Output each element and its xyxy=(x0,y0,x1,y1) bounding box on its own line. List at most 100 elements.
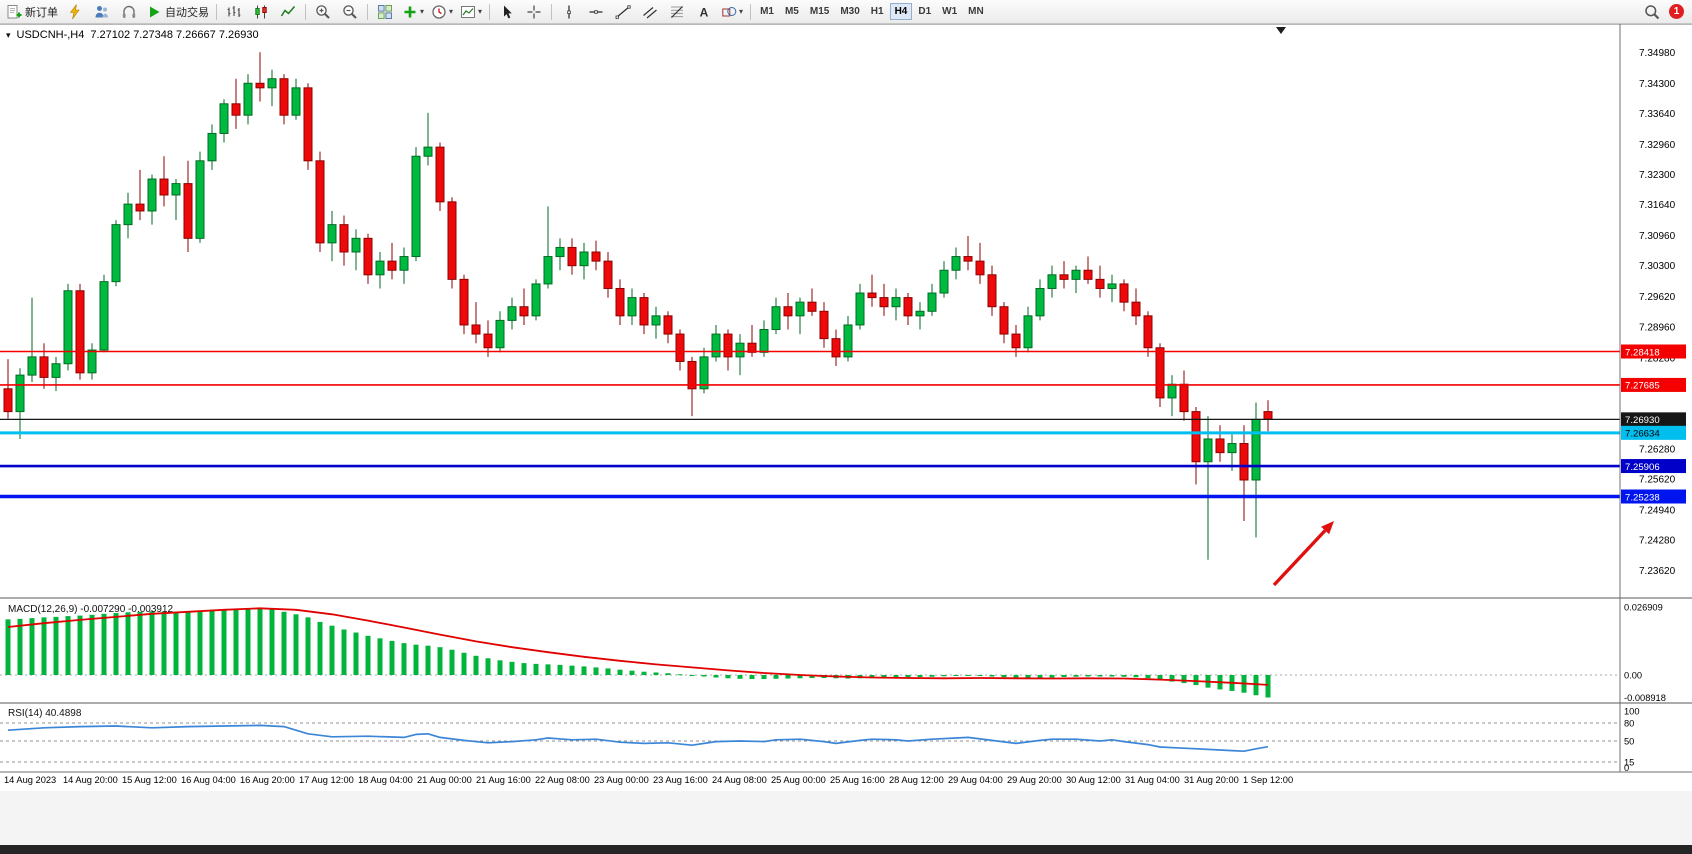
arrow-annotation[interactable] xyxy=(1272,521,1334,587)
price-line-7.25238[interactable]: 7.25238 xyxy=(0,489,1686,504)
candlestick-chart-button[interactable] xyxy=(248,1,274,23)
svg-text:21 Aug 16:00: 21 Aug 16:00 xyxy=(476,775,531,785)
headset-icon xyxy=(121,4,137,20)
price-line-7.25906[interactable]: 7.25906 xyxy=(0,459,1686,474)
svg-text:7.25620: 7.25620 xyxy=(1639,475,1676,486)
autotrading-label: 自动交易 xyxy=(165,6,209,19)
svg-text:0.00: 0.00 xyxy=(1624,671,1642,681)
price-line-7.28418[interactable]: 7.28418 xyxy=(0,344,1686,359)
vertical-line-button[interactable] xyxy=(556,1,582,23)
svg-text:21 Aug 00:00: 21 Aug 00:00 xyxy=(417,775,472,785)
autotrading-button[interactable]: 自动交易 xyxy=(143,1,212,23)
chart-shift-marker[interactable] xyxy=(1276,27,1286,34)
svg-text:7.26930: 7.26930 xyxy=(1625,415,1660,426)
quick-trade-button[interactable] xyxy=(62,1,88,23)
fibonacci-button[interactable] xyxy=(664,1,690,23)
svg-text:7.27685: 7.27685 xyxy=(1625,381,1660,392)
svg-text:23 Aug 00:00: 23 Aug 00:00 xyxy=(594,775,649,785)
svg-text:7.34300: 7.34300 xyxy=(1639,79,1676,90)
candlestick-series xyxy=(3,52,1273,560)
svg-text:7.25238: 7.25238 xyxy=(1625,492,1660,503)
svg-text:MACD(12,26,9) -0.007290 -0.003: MACD(12,26,9) -0.007290 -0.003912 xyxy=(8,604,174,615)
autotrading-play-icon xyxy=(146,4,162,20)
toolbar-separator xyxy=(750,3,752,20)
timeframe-h4[interactable]: H4 xyxy=(889,3,913,20)
bar-chart-icon xyxy=(226,4,242,20)
svg-text:-0.008918: -0.008918 xyxy=(1624,693,1666,703)
svg-text:7.32960: 7.32960 xyxy=(1639,140,1676,151)
crosshair-icon xyxy=(526,4,542,20)
price-line-7.26634[interactable]: 7.26634 xyxy=(0,425,1686,440)
clock-icon xyxy=(431,4,447,20)
notification-badge[interactable]: 1 xyxy=(1669,4,1684,19)
toolbar-separator xyxy=(305,3,306,20)
trendline-icon xyxy=(615,4,631,20)
bar-chart-button[interactable] xyxy=(221,1,247,23)
fibonacci-icon xyxy=(669,4,685,20)
timeframe-m15[interactable]: M15 xyxy=(809,6,830,17)
new-order-icon xyxy=(6,4,22,20)
svg-text:7.32300: 7.32300 xyxy=(1639,170,1676,181)
svg-text:14 Aug 20:00: 14 Aug 20:00 xyxy=(63,775,118,785)
zoom-in-button[interactable] xyxy=(310,1,336,23)
timeframe-d1[interactable]: D1 xyxy=(918,6,932,17)
macd-panel: MACD(12,26,9) -0.007290 -0.003912 0.02690… xyxy=(0,602,1666,703)
svg-text:25 Aug 00:00: 25 Aug 00:00 xyxy=(771,775,826,785)
timeframe-m30[interactable]: M30 xyxy=(840,6,860,17)
toolbar-separator xyxy=(367,3,368,20)
channel-button[interactable] xyxy=(637,1,663,23)
chart-header: ▾ USDCNH-,H4 7.27102 7.27348 7.26667 7.2… xyxy=(6,29,259,41)
zoom-out-button[interactable] xyxy=(337,1,363,23)
channel-icon xyxy=(642,4,658,20)
candlestick-icon xyxy=(253,4,269,20)
svg-text:29 Aug 04:00: 29 Aug 04:00 xyxy=(948,775,1003,785)
toolbar-separator xyxy=(216,3,217,20)
alerts-button[interactable] xyxy=(116,1,142,23)
templates-button[interactable]: ▾ xyxy=(457,1,485,23)
new-order-button[interactable]: 新订单 xyxy=(3,1,61,23)
svg-text:7.25906: 7.25906 xyxy=(1625,462,1660,473)
timeframe-h1[interactable]: H1 xyxy=(870,6,884,17)
svg-text:15: 15 xyxy=(1624,758,1634,768)
trendline-button[interactable] xyxy=(610,1,636,23)
new-order-label: 新订单 xyxy=(25,6,58,19)
timeframe-m5[interactable]: M5 xyxy=(784,6,799,17)
indicators-button[interactable]: ▾ xyxy=(399,1,427,23)
cursor-button[interactable] xyxy=(494,1,520,23)
dropdown-arrow-icon: ▾ xyxy=(478,7,483,16)
svg-text:30 Aug 12:00: 30 Aug 12:00 xyxy=(1066,775,1121,785)
periods-button[interactable]: ▾ xyxy=(428,1,456,23)
price-line-7.27685[interactable]: 7.27685 xyxy=(0,377,1686,392)
time-axis[interactable]: 14 Aug 2023 14 Aug 20:00 15 Aug 12:00 16 Au… xyxy=(4,775,1293,785)
line-chart-button[interactable] xyxy=(275,1,301,23)
panel-separators xyxy=(0,24,1692,773)
text-tool-button[interactable]: A xyxy=(691,1,717,23)
svg-text:24 Aug 08:00: 24 Aug 08:00 xyxy=(712,775,767,785)
zoom-out-icon xyxy=(342,4,358,20)
svg-text:7.28960: 7.28960 xyxy=(1639,322,1676,333)
svg-text:22 Aug 08:00: 22 Aug 08:00 xyxy=(535,775,590,785)
profiles-button[interactable] xyxy=(89,1,115,23)
svg-text:7.28418: 7.28418 xyxy=(1625,347,1660,358)
timeframe-mn[interactable]: MN xyxy=(968,6,984,17)
svg-text:7.30960: 7.30960 xyxy=(1639,231,1676,242)
crosshair-button[interactable] xyxy=(521,1,547,23)
svg-text:31 Aug 20:00: 31 Aug 20:00 xyxy=(1184,775,1239,785)
horizontal-line-button[interactable] xyxy=(583,1,609,23)
window-bottom-edge xyxy=(0,845,1692,854)
price-line-7.26930[interactable]: 7.26930 xyxy=(0,412,1686,427)
svg-text:7.26280: 7.26280 xyxy=(1639,444,1676,455)
one-click-trading-toggle[interactable]: ▾ xyxy=(6,29,11,40)
svg-text:7.26634: 7.26634 xyxy=(1625,429,1660,440)
tile-windows-button[interactable] xyxy=(372,1,398,23)
shapes-button[interactable]: ▾ xyxy=(718,1,746,23)
timeframe-w1[interactable]: W1 xyxy=(942,6,958,17)
svg-text:0: 0 xyxy=(1624,763,1629,773)
timeframe-m1[interactable]: M1 xyxy=(760,6,774,17)
dropdown-arrow-icon: ▾ xyxy=(420,7,425,16)
horizontal-line-icon xyxy=(588,4,604,20)
svg-text:17 Aug 12:00: 17 Aug 12:00 xyxy=(299,775,354,785)
search-button[interactable] xyxy=(1639,1,1665,23)
svg-text:29 Aug 20:00: 29 Aug 20:00 xyxy=(1007,775,1062,785)
